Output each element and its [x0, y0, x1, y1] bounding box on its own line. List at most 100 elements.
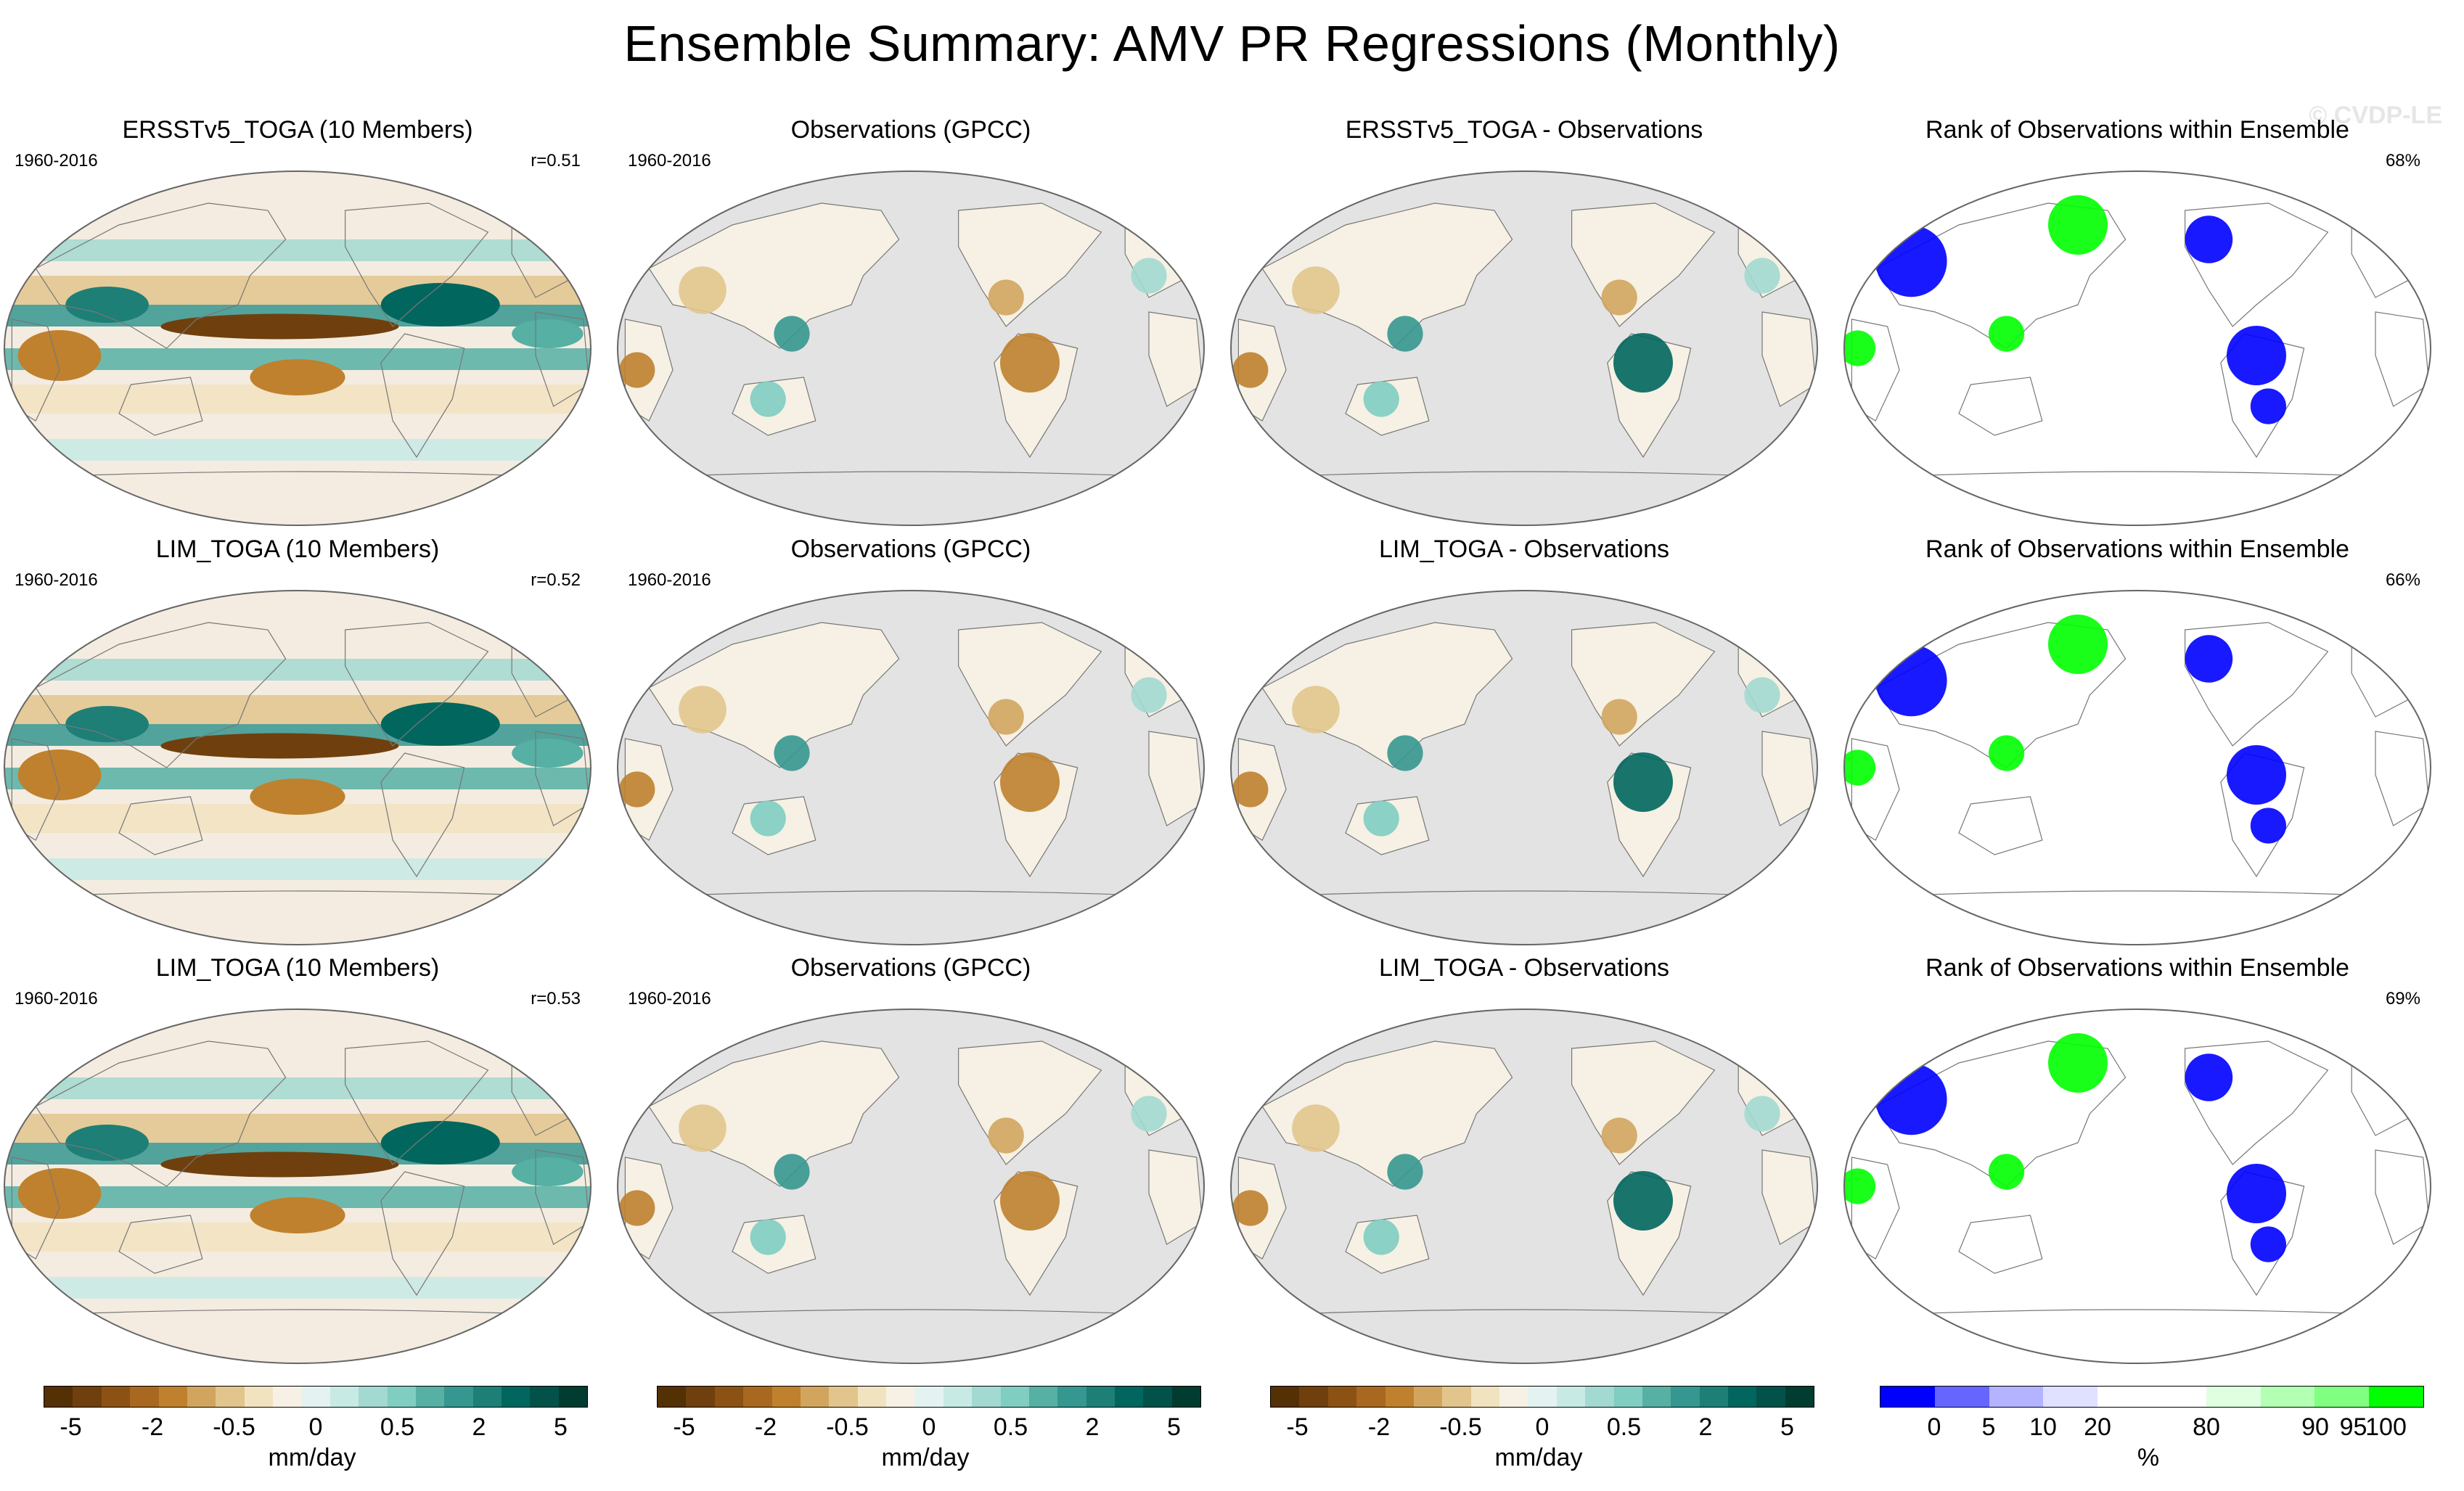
colorbar-swatch [558, 1387, 588, 1407]
colorbar-tick-label: 0.5 [1606, 1413, 1642, 1441]
map-panel: LIM_TOGA - Observations [1227, 954, 1822, 1364]
map-panel: Observations (GPCC) 1960-2016 [613, 535, 1208, 945]
colorbar-swatch [44, 1387, 73, 1407]
colorbar-swatch [73, 1387, 102, 1407]
colorbar-tick-label: 0 [922, 1413, 936, 1441]
figure-title: Ensemble Summary: AMV PR Regressions (Mo… [623, 15, 1841, 72]
colorbar-tick-label: -5 [60, 1413, 82, 1441]
colorbar-swatch [686, 1387, 715, 1407]
map-obs [617, 590, 1205, 945]
colorbar-unit: mm/day [268, 1444, 356, 1471]
colorbar-swatch [301, 1387, 330, 1407]
rank-percent-label: 69% [2385, 989, 2420, 1009]
panel-title: Observations (GPCC) [790, 954, 1031, 982]
panel-title: Observations (GPCC) [790, 535, 1031, 563]
panel-title: LIM_TOGA (10 Members) [155, 954, 440, 982]
colorbar-tick-label: -2 [754, 1413, 777, 1441]
colorbar-swatch [330, 1387, 359, 1407]
colorbar-swatch [1728, 1387, 1757, 1407]
map-diff [1230, 1009, 1818, 1364]
colorbar: 0 5 10 20 80 90 95 100% [1858, 1386, 2439, 1487]
map-panel: LIM_TOGA (10 Members) 1960-2016 r=0.53 [0, 954, 595, 1364]
colorbar-swatch [2369, 1387, 2423, 1407]
panel-title: ERSSTv5_TOGA (10 Members) [122, 116, 473, 144]
colorbar-tick-label: 5 [554, 1413, 568, 1441]
map-panel: Observations (GPCC) 1960-2016 [613, 954, 1208, 1364]
colorbar-tick-label: 2 [472, 1413, 486, 1441]
colorbar-swatch [2043, 1387, 2098, 1407]
map-panel: Observations (GPCC) 1960-2016 [613, 116, 1208, 526]
colorbar-swatch [1556, 1387, 1586, 1407]
colorbar-swatch [187, 1387, 216, 1407]
colorbar-swatch [1171, 1387, 1201, 1407]
colorbar-swatch [1989, 1387, 2044, 1407]
colorbar-tick-label: 20 [2084, 1413, 2111, 1441]
colorbar-swatch [1299, 1387, 1328, 1407]
colorbar-swatch [1528, 1387, 1557, 1407]
colorbar-swatch [1585, 1387, 1614, 1407]
map-rank [1843, 1009, 2431, 1364]
colorbar-swatch [2206, 1387, 2261, 1407]
colorbar-tick-label: 5 [1167, 1413, 1181, 1441]
colorbar-swatches [1270, 1386, 1814, 1408]
colorbar-swatch [1028, 1387, 1058, 1407]
colorbar-swatches [657, 1386, 1201, 1408]
panel-title: Observations (GPCC) [790, 116, 1031, 144]
colorbar-swatches [1880, 1386, 2424, 1408]
map-panel: LIM_TOGA - Observations [1227, 535, 1822, 945]
panel-title: Rank of Observations within Ensemble [1925, 954, 2349, 982]
panel-title: LIM_TOGA - Observations [1379, 535, 1669, 563]
panel-title: LIM_TOGA (10 Members) [155, 535, 440, 563]
colorbar-swatch [1086, 1387, 1115, 1407]
colorbar-swatch [444, 1387, 473, 1407]
colorbar-tick-label: 0.5 [380, 1413, 415, 1441]
map-panel: Rank of Observations within Ensemble 68% [1840, 116, 2435, 526]
correlation-label: r=0.53 [531, 989, 581, 1009]
colorbar-tick-label: -0.5 [826, 1413, 869, 1441]
colorbar-swatch [1385, 1387, 1414, 1407]
map-model [4, 1009, 592, 1364]
colorbar-tick-label: 100 [2365, 1413, 2407, 1441]
map-panel: LIM_TOGA (10 Members) 1960-2016 r=0.52 [0, 535, 595, 945]
colorbar-tick-label: 80 [2193, 1413, 2220, 1441]
colorbar-tick-label: -0.5 [213, 1413, 255, 1441]
colorbar-swatch [1143, 1387, 1172, 1407]
colorbar-swatch [530, 1387, 559, 1407]
colorbar-tick-label: 0.5 [993, 1413, 1028, 1441]
colorbar-swatch [1057, 1387, 1086, 1407]
period-label: 1960-2016 [15, 989, 98, 1009]
colorbar-tick-label: 5 [1981, 1413, 1996, 1441]
colorbar-swatch [1785, 1387, 1814, 1407]
colorbar-tick-label: -2 [141, 1413, 164, 1441]
map-rank [1843, 590, 2431, 945]
map-panel: Rank of Observations within Ensemble 69% [1840, 954, 2435, 1364]
colorbar-swatch [130, 1387, 159, 1407]
colorbar-swatch [472, 1387, 502, 1407]
period-label: 1960-2016 [628, 570, 711, 590]
colorbar-tick-label: -5 [673, 1413, 695, 1441]
colorbar-tick-label: -2 [1367, 1413, 1391, 1441]
colorbar-swatch [1327, 1387, 1357, 1407]
colorbar-swatch [273, 1387, 302, 1407]
colorbar-swatch [800, 1387, 830, 1407]
colorbar-swatch [2260, 1387, 2315, 1407]
colorbar-swatch [387, 1387, 416, 1407]
colorbar-tick-label: 5 [1780, 1413, 1794, 1441]
colorbar: -5 -2 -0.5 0 0.5 2 5 mm/day [635, 1386, 1216, 1487]
colorbar-swatch [743, 1387, 772, 1407]
colorbar-swatch [1671, 1387, 1700, 1407]
colorbar-swatch [101, 1387, 131, 1407]
colorbar-swatch [1442, 1387, 1471, 1407]
period-label: 1960-2016 [15, 151, 98, 171]
colorbar-swatch [1699, 1387, 1728, 1407]
map-diff [1230, 171, 1818, 526]
colorbar-swatch [244, 1387, 273, 1407]
colorbar-tick-label: 95 [2339, 1413, 2367, 1441]
map-rank [1843, 171, 2431, 526]
colorbar-swatch [502, 1387, 531, 1407]
map-obs [617, 1009, 1205, 1364]
period-label: 1960-2016 [628, 989, 711, 1009]
colorbar-tick-label: -5 [1286, 1413, 1309, 1441]
map-obs [617, 171, 1205, 526]
period-label: 1960-2016 [15, 570, 98, 590]
